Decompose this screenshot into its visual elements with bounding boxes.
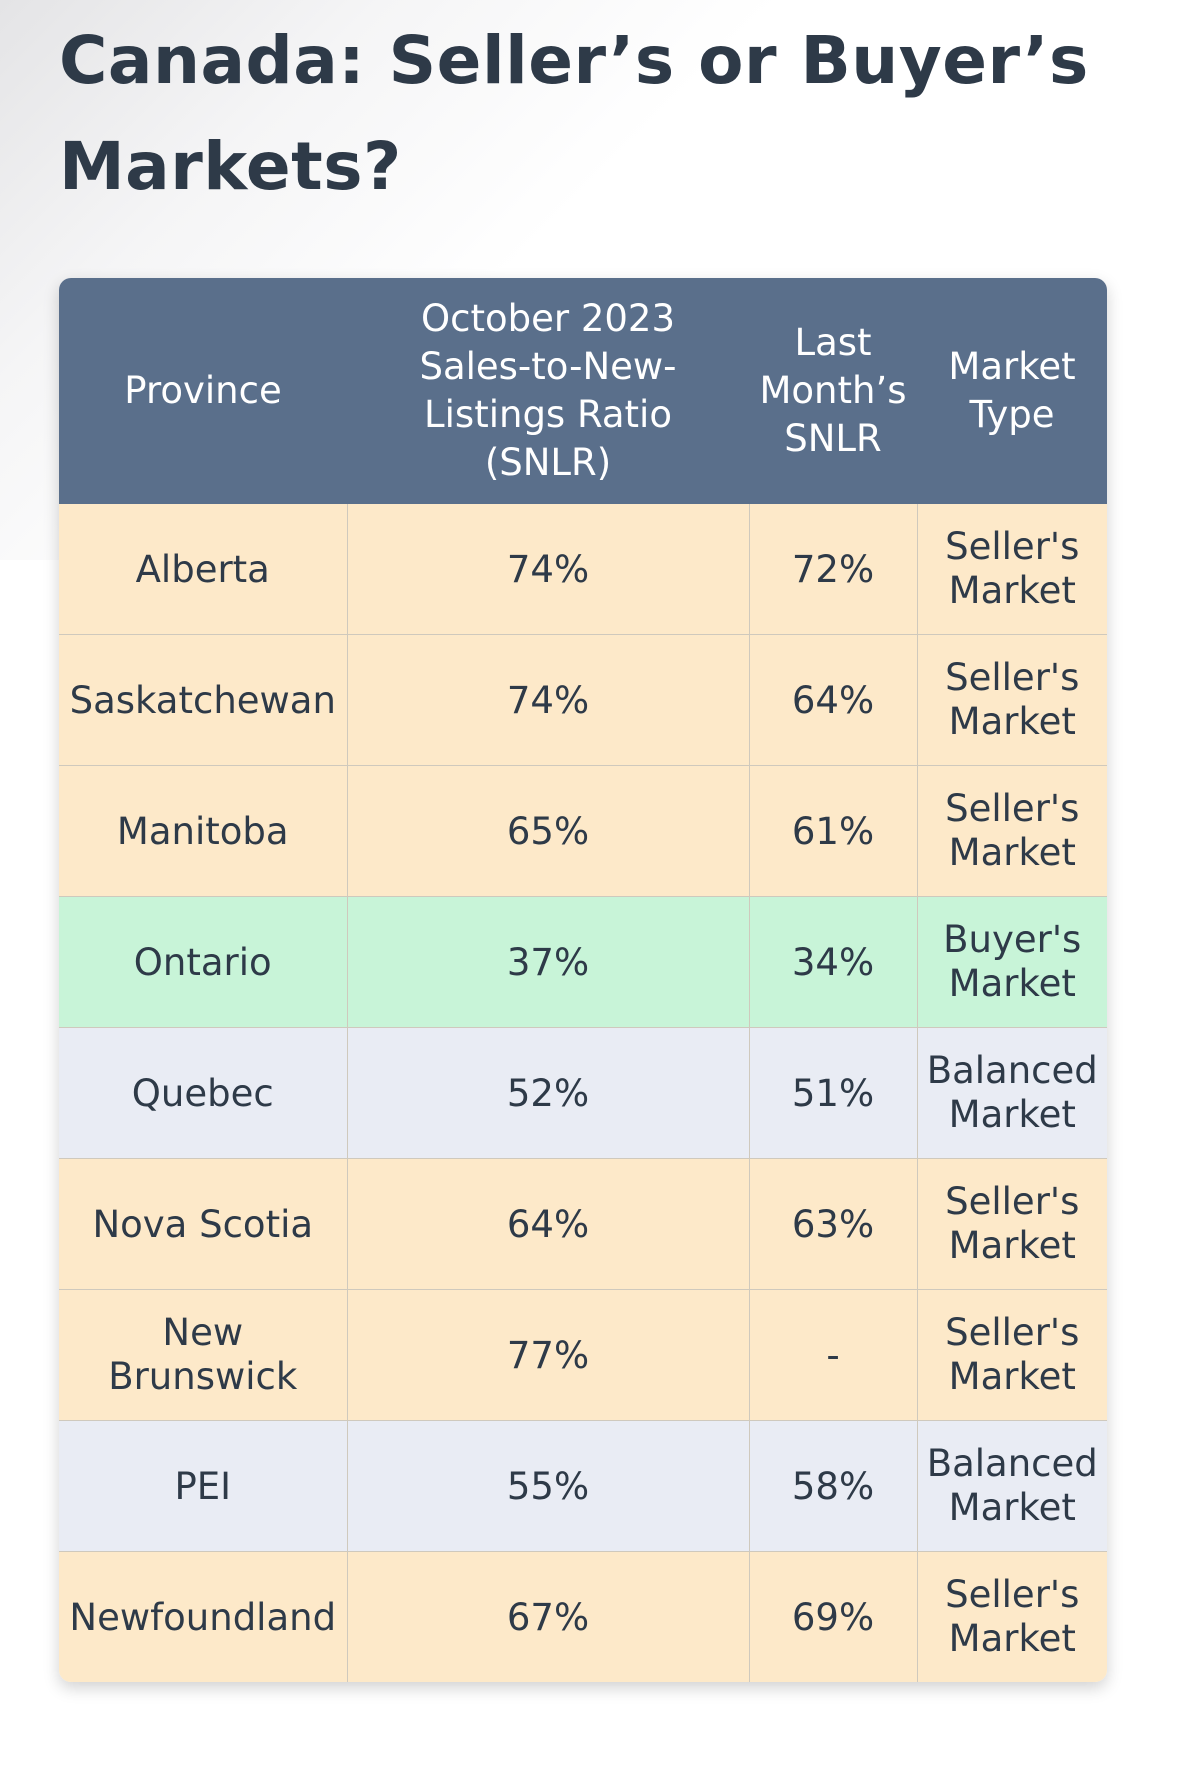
cell-last-month-snlr: 61% bbox=[749, 765, 918, 897]
cell-october-snlr: 65% bbox=[347, 765, 750, 897]
cell-last-month-snlr: 58% bbox=[749, 1420, 918, 1552]
cell-october-snlr: 74% bbox=[347, 634, 750, 766]
cell-last-month-snlr: 64% bbox=[749, 634, 918, 766]
market-table-card: Province October 2023 Sales-to-New-Listi… bbox=[59, 278, 1107, 1682]
header-market-type: Market Type bbox=[917, 278, 1107, 504]
page-title: Canada: Seller’s or Buyer’s Markets? bbox=[59, 22, 1089, 205]
cell-province: Saskatchewan bbox=[59, 634, 348, 766]
cell-october-snlr: 64% bbox=[347, 1158, 750, 1290]
cell-market-type: Balanced Market bbox=[917, 1420, 1107, 1552]
table-row: Alberta 74% 72% Seller's Market bbox=[59, 504, 1107, 635]
table-row: Manitoba 65% 61% Seller's Market bbox=[59, 765, 1107, 897]
cell-market-type: Seller's Market bbox=[917, 504, 1107, 635]
table-row: New Brunswick 77% - Seller's Market bbox=[59, 1289, 1107, 1421]
cell-october-snlr: 52% bbox=[347, 1027, 750, 1159]
cell-province: PEI bbox=[59, 1420, 348, 1552]
market-table: Province October 2023 Sales-to-New-Listi… bbox=[59, 278, 1107, 1682]
cell-october-snlr: 67% bbox=[347, 1551, 750, 1682]
table-row: Newfoundland 67% 69% Seller's Market bbox=[59, 1551, 1107, 1682]
cell-market-type: Seller's Market bbox=[917, 1158, 1107, 1290]
table-body: Alberta 74% 72% Seller's Market Saskatch… bbox=[59, 504, 1107, 1682]
cell-october-snlr: 74% bbox=[347, 504, 750, 635]
cell-market-type: Buyer's Market bbox=[917, 896, 1107, 1028]
cell-market-type: Seller's Market bbox=[917, 1289, 1107, 1421]
table-row: Saskatchewan 74% 64% Seller's Market bbox=[59, 634, 1107, 766]
cell-market-type: Balanced Market bbox=[917, 1027, 1107, 1159]
cell-province: New Brunswick bbox=[59, 1289, 348, 1421]
cell-last-month-snlr: 34% bbox=[749, 896, 918, 1028]
table-row: Nova Scotia 64% 63% Seller's Market bbox=[59, 1158, 1107, 1290]
cell-last-month-snlr: 51% bbox=[749, 1027, 918, 1159]
cell-last-month-snlr: 72% bbox=[749, 504, 918, 635]
table-row: Quebec 52% 51% Balanced Market bbox=[59, 1027, 1107, 1159]
cell-october-snlr: 55% bbox=[347, 1420, 750, 1552]
cell-province: Ontario bbox=[59, 896, 348, 1028]
cell-province: Newfoundland bbox=[59, 1551, 348, 1682]
table-row: Ontario 37% 34% Buyer's Market bbox=[59, 896, 1107, 1028]
table-row: PEI 55% 58% Balanced Market bbox=[59, 1420, 1107, 1552]
header-last-month-snlr: Last Month’s SNLR bbox=[749, 278, 917, 504]
cell-market-type: Seller's Market bbox=[917, 1551, 1107, 1682]
cell-market-type: Seller's Market bbox=[917, 765, 1107, 897]
cell-last-month-snlr: - bbox=[749, 1289, 918, 1421]
header-province: Province bbox=[59, 278, 347, 504]
table-header-row: Province October 2023 Sales-to-New-Listi… bbox=[59, 278, 1107, 504]
cell-market-type: Seller's Market bbox=[917, 634, 1107, 766]
cell-last-month-snlr: 63% bbox=[749, 1158, 918, 1290]
header-october-snlr: October 2023 Sales-to-New-Listings Ratio… bbox=[347, 278, 749, 504]
cell-last-month-snlr: 69% bbox=[749, 1551, 918, 1682]
cell-province: Quebec bbox=[59, 1027, 348, 1159]
cell-october-snlr: 37% bbox=[347, 896, 750, 1028]
cell-province: Nova Scotia bbox=[59, 1158, 348, 1290]
cell-october-snlr: 77% bbox=[347, 1289, 750, 1421]
cell-province: Alberta bbox=[59, 504, 348, 635]
cell-province: Manitoba bbox=[59, 765, 348, 897]
